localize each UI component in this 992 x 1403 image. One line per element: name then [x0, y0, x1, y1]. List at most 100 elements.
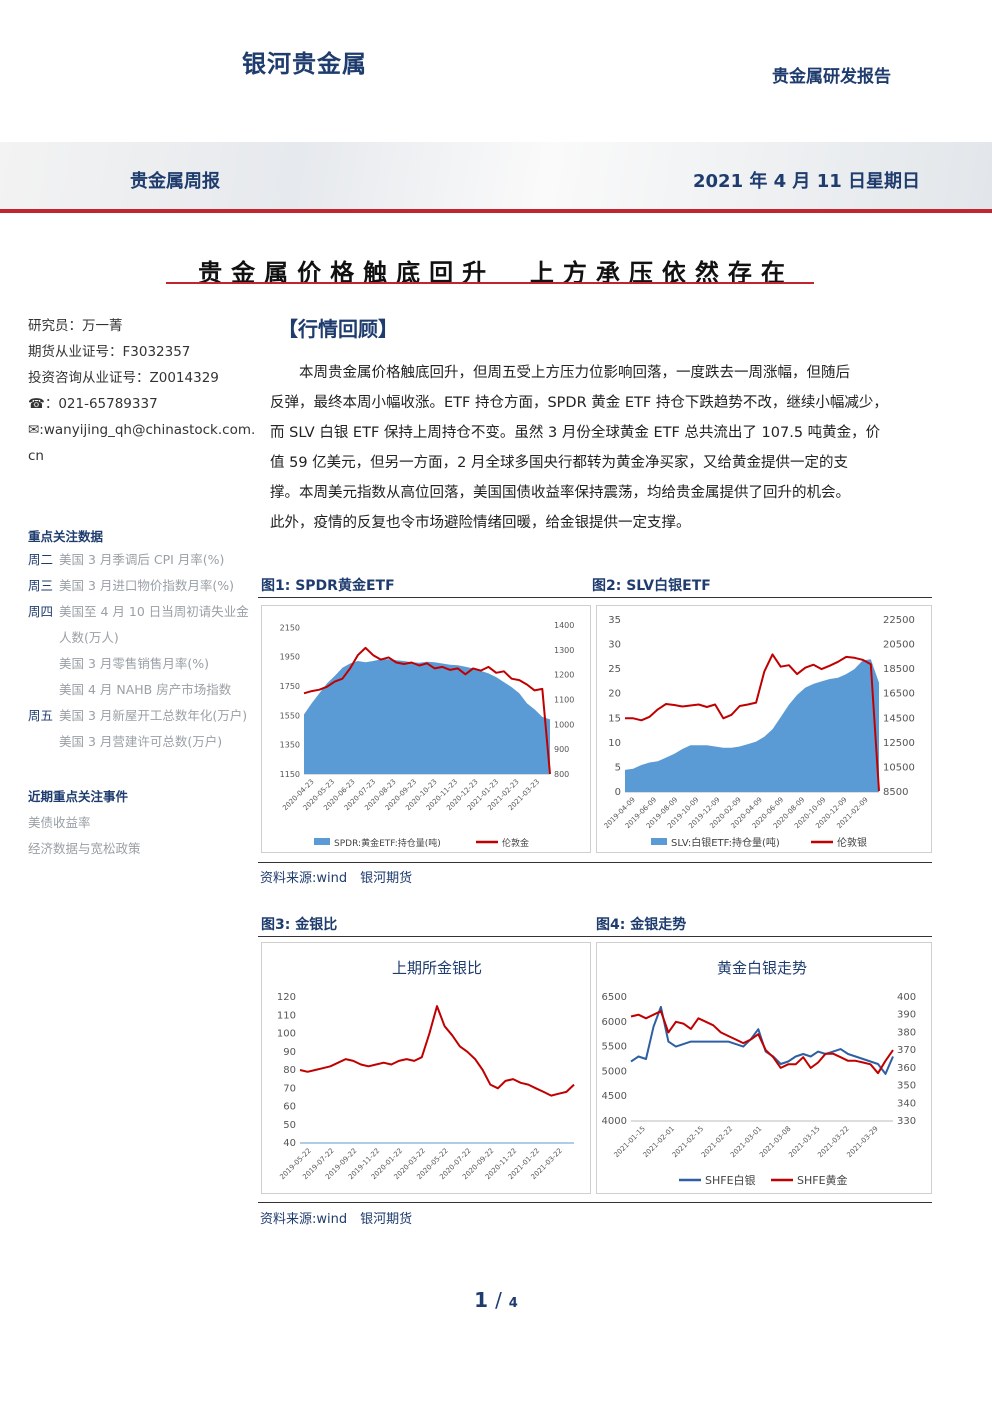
- y-tick-label: 80: [283, 1065, 296, 1076]
- para-line: 反弹，最终本周小幅收涨。ETF 持仓方面，SPDR 黄金 ETF 持仓下跌趋势不…: [270, 395, 888, 411]
- y-tick-label: 1950: [280, 653, 300, 662]
- ratio-chart-frame: 上期所金银比 120 110 100 90 80 70 60 50 40 2019-05-22 201…: [261, 942, 591, 1194]
- y-tick-label: 1550: [280, 711, 300, 720]
- y2-tick-label: 350: [897, 1081, 916, 1092]
- y-tick-label: 0: [615, 787, 621, 798]
- focus-data-title: 重点关注数据: [28, 529, 104, 544]
- legend-swatch: [651, 838, 667, 845]
- series-area: [304, 659, 550, 774]
- chart-title: 黄金白银走势: [717, 959, 807, 977]
- legend-swatch: [314, 838, 330, 845]
- y-tick-label: 25: [608, 664, 621, 675]
- list-item: 周四 美国至 4 月 10 日当周初请失业金: [28, 604, 249, 619]
- page-number: 1 / 4: [474, 1288, 518, 1312]
- section-title: 【行情回顾】: [278, 317, 398, 341]
- y-tick-label: 15: [608, 713, 621, 724]
- y-tick-label: 10: [608, 738, 621, 749]
- fig1-label: 图1: SPDR黄金ETF: [261, 578, 395, 594]
- futures-license: 期货从业证号：F3032357: [28, 344, 191, 360]
- y-tick-label: 100: [277, 1029, 296, 1040]
- gold-silver-chart: 黄金白银走势 6500 6000 5500 5000 4500 4000 400 390 380 3…: [602, 959, 917, 1187]
- email-cont: cn: [28, 448, 44, 464]
- analyst-info: 研究员：万一菁 期货从业证号：F3032357 投资咨询从业证号：Z001432…: [28, 313, 258, 469]
- y2-tick-label: 22500: [883, 615, 915, 626]
- y2-tick-label: 12500: [883, 738, 915, 749]
- y-tick-label: 5: [615, 762, 621, 773]
- y2-tick-label: 1300: [554, 646, 574, 655]
- chart-title: 上期所金银比: [392, 959, 482, 977]
- header-banner: [0, 142, 992, 212]
- y-tick-label: 20: [608, 689, 621, 700]
- y-tick-label: 1150: [280, 770, 300, 779]
- fig-rule-bottom: [258, 1202, 932, 1203]
- slv-chart: 35 30 25 20 15 10 5 0 22500 20500 18500 16500 14500 1…: [603, 615, 915, 849]
- title-underline: [166, 282, 814, 284]
- spdr-chart: 2150 1950 1750 1550 1350 1150 1400 1300 1200 1100…: [280, 621, 575, 849]
- source-note-2: 资料来源:wind 银河期货: [260, 1212, 413, 1227]
- y2-tick-label: 900: [554, 745, 569, 754]
- list-item: 美国 3 月营建许可总数(万户): [59, 734, 223, 749]
- para-line: 本周贵金属价格触底回升，但周五受上方压力位影响回落，一度跌去一周涨幅，但随后: [270, 365, 850, 381]
- legend-label: SPDR:黄金ETF:持仓量(吨): [334, 837, 441, 849]
- focus-data-list: 周二 美国 3 月季调后 CPI 月率(%) 周三 美国 3 月进口物价指数月率(%…: [28, 547, 260, 755]
- series-line: [630, 1010, 894, 1075]
- email[interactable]: ✉:wanyijing_qh@chinastock.com.: [28, 422, 256, 438]
- y-tick-label: 1350: [280, 741, 300, 750]
- advisory-license: 投资咨询从业证号：Z0014329: [28, 370, 219, 386]
- y-tick-label: 4500: [602, 1091, 627, 1102]
- y-tick-label: 120: [277, 992, 296, 1003]
- y2-tick-label: 330: [897, 1116, 916, 1127]
- fig-rule-mid: [258, 862, 932, 863]
- gold-silver-chart-frame: 黄金白银走势 6500 6000 5500 5000 4500 4000 400 390 380 3…: [596, 942, 932, 1194]
- x-tick-label: 2021-03-29: [845, 1125, 879, 1159]
- para-line: 值 59 亿美元，但另一方面，2 月全球多国央行都转为黄金净买家，又给黄金提供一…: [270, 455, 848, 471]
- y-tick-label: 4000: [602, 1116, 627, 1127]
- fig4-label: 图4: 金银走势: [596, 917, 687, 933]
- y-tick-label: 2150: [280, 623, 300, 632]
- y2-tick-label: 390: [897, 1010, 916, 1021]
- y-tick-label: 6500: [602, 992, 627, 1003]
- report-type: 贵金属研发报告: [772, 67, 891, 87]
- y2-tick-label: 20500: [883, 640, 915, 651]
- y-tick-label: 5000: [602, 1066, 627, 1077]
- brand-name: 银河贵金属: [242, 50, 367, 78]
- y2-tick-label: 400: [897, 992, 916, 1003]
- y2-tick-label: 1000: [554, 720, 574, 729]
- market-review-paragraph: 本周贵金属价格触底回升，但周五受上方压力位影响回落，一度跌去一周涨幅，但随后 反…: [270, 358, 934, 538]
- y2-tick-label: 10500: [883, 762, 915, 773]
- para-line: 撑。本周美元指数从高位回落，美国国债收益率保持震荡，均给贵金属提供了回升的机会。: [270, 485, 850, 501]
- fig-rule-top2: [258, 936, 932, 937]
- legend-label: 伦敦银: [837, 836, 867, 849]
- y-tick-label: 5500: [602, 1042, 627, 1053]
- legend-label: SHFE白银: [705, 1173, 756, 1187]
- fig3-label: 图3: 金银比: [261, 917, 338, 933]
- banner-rule: [0, 209, 992, 213]
- events-title: 近期重点关注事件: [28, 789, 129, 804]
- y2-tick-label: 1200: [554, 671, 574, 680]
- series-line: [303, 646, 551, 775]
- y-tick-label: 1750: [280, 682, 300, 691]
- fig2-label: 图2: SLV白银ETF: [592, 578, 711, 594]
- legend-label: SHFE黄金: [797, 1173, 848, 1187]
- source-note-1: 资料来源:wind 银河期货: [260, 871, 413, 886]
- y-tick-label: 30: [608, 640, 621, 651]
- list-item: 周五 美国 3 月新屋开工总数年化(万户): [28, 708, 248, 723]
- list-item: 周三 美国 3 月进口物价指数月率(%): [28, 578, 235, 593]
- list-item: 人数(万人): [59, 630, 119, 645]
- y-tick-label: 70: [283, 1083, 296, 1094]
- y-tick-label: 6000: [602, 1017, 627, 1028]
- phone: ☎：021-65789337: [28, 396, 158, 412]
- report-series: 贵金属周报: [130, 171, 220, 192]
- para-line: 此外，疫情的反复也令市场避险情绪回暖，给金银提供一定支撑。: [270, 515, 691, 531]
- event-item: 经济数据与宽松政策: [28, 841, 141, 856]
- series-line: [625, 653, 880, 792]
- ratio-chart: 上期所金银比1201101009080706050402019-05-22201…: [277, 959, 575, 1181]
- y2-tick-label: 8500: [883, 787, 908, 798]
- y2-tick-label: 380: [897, 1027, 916, 1038]
- para-line: 而 SLV 白银 ETF 保持上周持仓不变。虽然 3 月份全球黄金 ETF 总共…: [270, 425, 881, 441]
- y-tick-label: 40: [283, 1138, 296, 1149]
- y-tick-label: 50: [283, 1120, 296, 1131]
- y2-tick-label: 370: [897, 1045, 916, 1056]
- y2-tick-label: 800: [554, 770, 569, 779]
- y-tick-label: 90: [283, 1047, 296, 1058]
